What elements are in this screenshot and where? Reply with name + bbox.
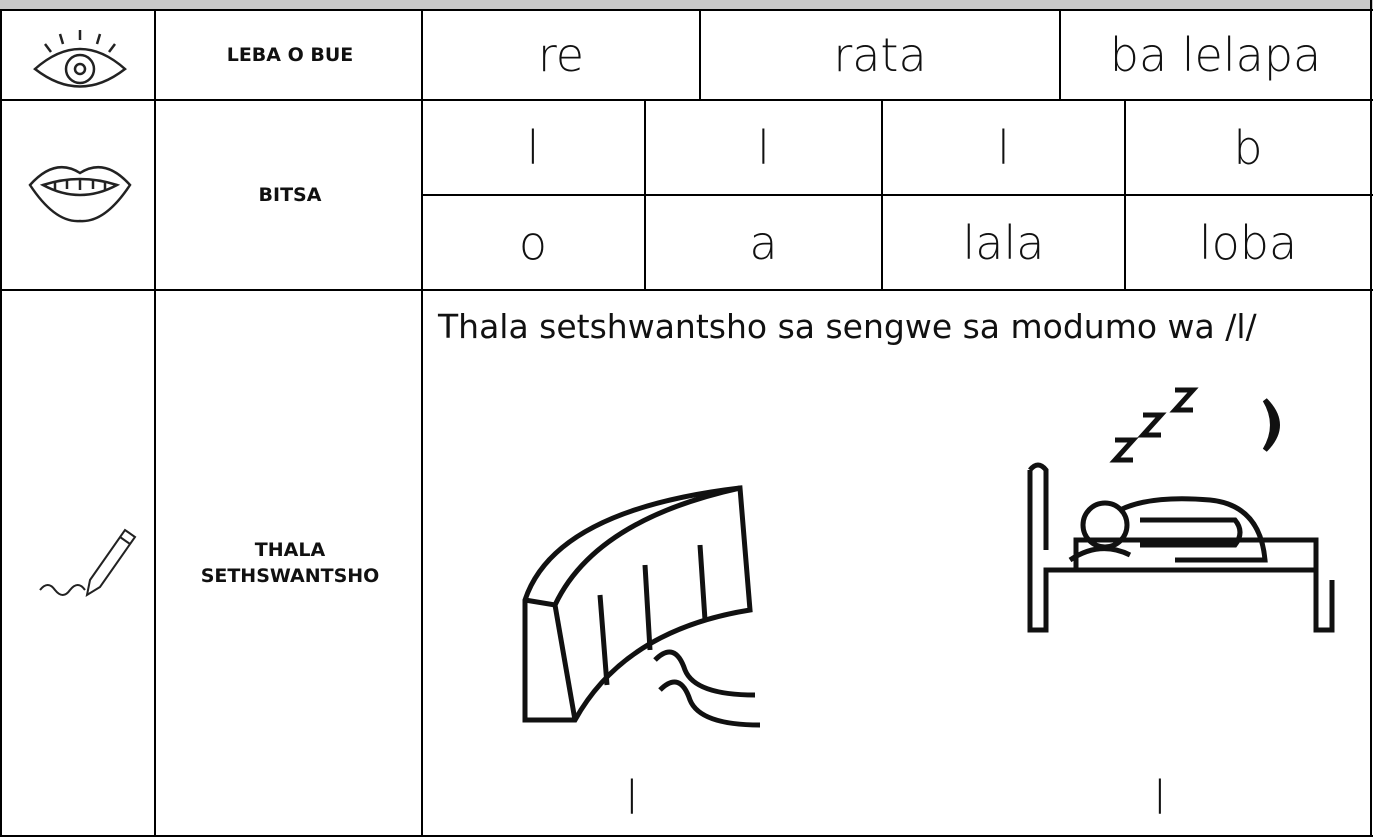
- rule: [0, 99, 1373, 101]
- syllable: lala: [962, 215, 1045, 270]
- row-label: THALA SETHSWANTSHO: [200, 539, 380, 587]
- answer: l: [625, 770, 639, 825]
- answer: l: [1153, 770, 1167, 825]
- row-label: BITSA: [258, 184, 322, 206]
- pencil-icon: [39, 528, 137, 598]
- mouth-icon: [28, 165, 132, 223]
- sound: l: [757, 120, 770, 175]
- syllable: loba: [1198, 215, 1298, 270]
- row-label: LEBA O BUE: [226, 44, 354, 66]
- top-bar: [0, 0, 1373, 9]
- word: re: [537, 28, 585, 82]
- rule: [1059, 9, 1061, 100]
- rule: [1124, 99, 1126, 290]
- instruction: Thala setshwantsho sa sengwe sa modumo w…: [438, 307, 1257, 346]
- syllable: a: [749, 215, 778, 270]
- rule: [0, 835, 1373, 837]
- bed-picture: [1027, 387, 1335, 633]
- rule: [421, 9, 423, 837]
- rule: [1370, 0, 1372, 837]
- sound: l: [526, 120, 540, 175]
- bridge-picture: [522, 485, 761, 728]
- syllable: o: [518, 215, 548, 270]
- rule: [881, 99, 883, 290]
- rule: [699, 9, 701, 100]
- word: ba lelapa: [1109, 28, 1322, 82]
- rule: [154, 9, 156, 837]
- sound: b: [1233, 120, 1263, 175]
- rule: [0, 9, 2, 837]
- eye-icon: [33, 30, 127, 88]
- word: rata: [833, 28, 927, 82]
- rule: [644, 99, 646, 290]
- sound: l: [997, 120, 1010, 175]
- rule: [0, 289, 1373, 291]
- rule: [422, 194, 1373, 196]
- rule: [0, 9, 1373, 11]
